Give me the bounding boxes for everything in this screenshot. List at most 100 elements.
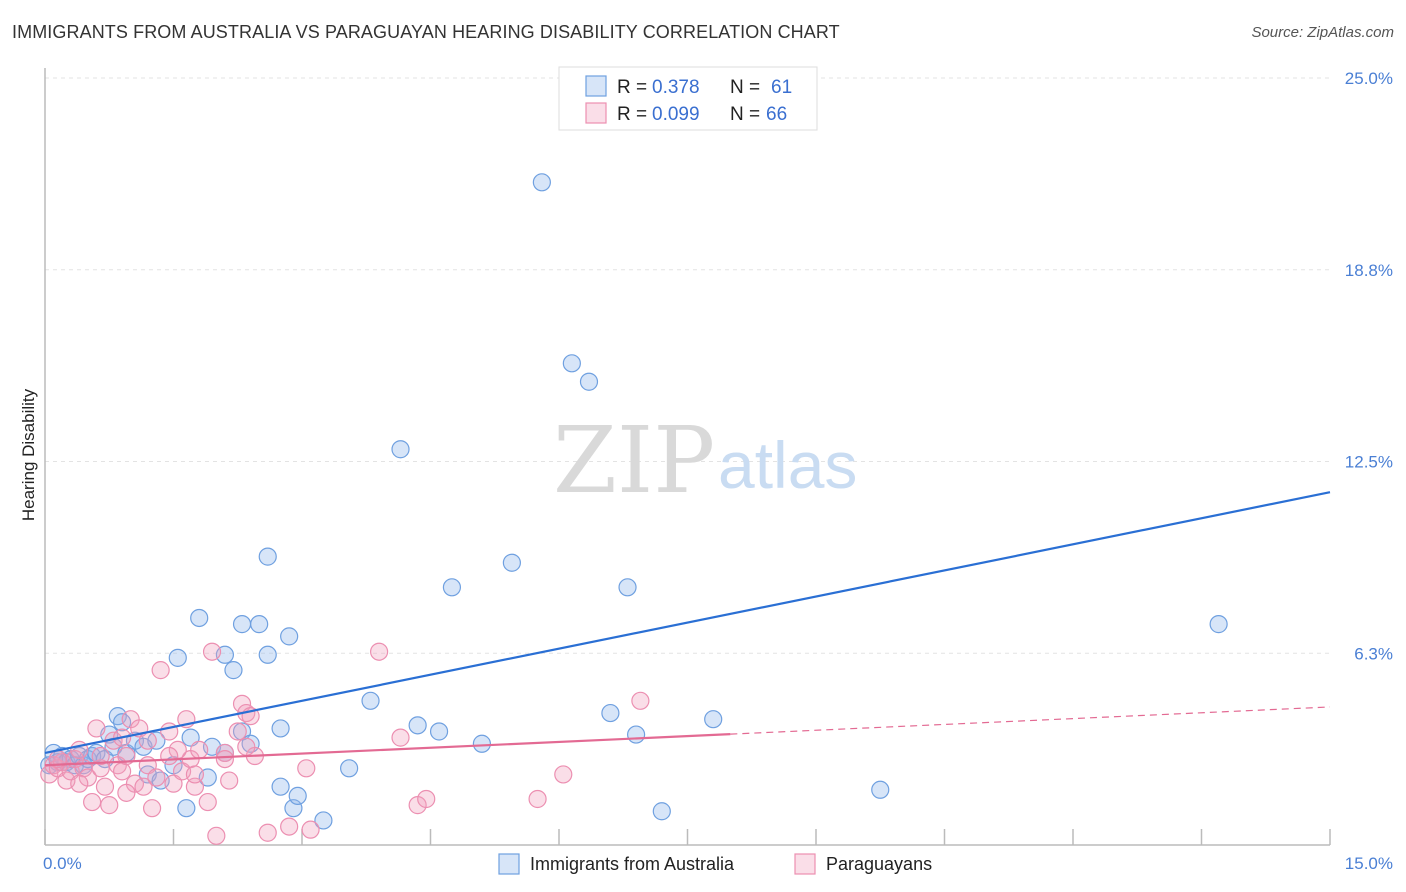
point-paraguayans [528,789,547,809]
point-paraguayans [112,762,132,781]
tick-labels: 6.3% 12.5% 18.8% 25.0% 0.0% 15.0% [43,69,1393,873]
point-paraguayans [391,728,410,747]
point-australia [288,786,307,806]
point-paraguayans [138,731,157,750]
legend-n-value-pink: 66 [766,104,787,125]
point-australia [601,703,620,723]
point-australia [1209,615,1228,634]
point-paraguayans [258,823,277,842]
watermark: ZIP atlas [553,407,857,514]
point-paraguayans [215,749,234,769]
legend-r-label: R = [617,77,647,98]
point-australia [224,661,243,680]
bottom-legend-swatch-pink [794,853,816,875]
trend-line-australia [44,491,1331,755]
legend-n-value-blue: 61 [771,77,792,98]
legend-r-label: R = [617,104,647,125]
legend-n-label: N = [730,104,760,125]
point-paraguayans [160,746,179,766]
bottom-legend-label-blue: Immigrants from Australia [530,854,735,874]
point-paraguayans [198,792,217,812]
point-australia [562,354,581,373]
point-paraguayans [151,661,170,680]
chart-title: IMMIGRANTS FROM AUSTRALIA VS PARAGUAYAN … [12,22,840,42]
point-australia [314,811,333,830]
point-australia [442,578,462,597]
point-paraguayans [87,719,106,738]
point-paraguayans [370,642,389,661]
bottom-legend: Immigrants from Australia Paraguayans [498,853,932,875]
point-australia [652,802,671,821]
x-tick-label-min: 0.0% [43,854,82,873]
point-paraguayans [280,817,299,836]
legend-r-value-pink: 0.099 [652,104,700,125]
point-paraguayans [220,771,239,790]
point-australia [502,553,521,572]
point-australia [472,734,491,753]
point-paraguayans [207,826,226,845]
point-australia [579,372,599,391]
point-paraguayans [185,765,205,784]
point-australia [361,691,380,710]
point-paraguayans [147,768,166,787]
y-axis-title: Hearing Disability [19,388,38,521]
bottom-legend-label-pink: Paraguayans [826,854,932,874]
watermark-zip: ZIP [553,407,715,514]
trend-lines [44,491,1331,767]
point-australia [232,615,252,634]
point-australia [168,648,187,667]
point-paraguayans [190,740,209,759]
legend-swatch-pink [585,102,607,124]
point-australia [618,578,637,597]
legend-r-value-blue: 0.378 [652,77,700,98]
y-tick-label: 25.0% [1345,69,1393,88]
x-tick-label-max: 15.0% [1345,854,1393,873]
point-paraguayans [202,642,222,661]
point-australia [181,728,200,747]
point-paraguayans [91,746,110,766]
source-label: Source: ZipAtlas.com [1251,24,1394,41]
y-tick-label: 12.5% [1345,453,1393,472]
point-paraguayans [95,777,115,796]
point-australia [177,799,196,818]
point-paraguayans [631,691,650,710]
watermark-atlas: atlas [718,428,857,502]
y-tick-label: 18.8% [1345,261,1393,280]
point-paraguayans [83,792,102,812]
point-paraguayans [417,789,436,809]
point-australia [626,725,646,744]
legend-swatch-blue [585,75,607,97]
y-tick-label: 6.3% [1354,644,1393,663]
point-paraguayans [237,737,256,756]
point-australia [258,547,277,566]
point-paraguayans [297,759,316,778]
point-paraguayans [228,722,247,741]
top-legend-box [558,66,818,131]
point-paraguayans [142,799,162,818]
point-australia [271,777,290,796]
point-paraguayans [554,765,573,784]
point-australia [391,440,410,459]
point-australia [704,710,723,729]
gridlines [45,77,1330,654]
point-paraguayans [164,774,183,793]
point-australia [340,759,359,778]
point-australia [408,716,427,735]
point-australia [429,722,449,741]
point-australia [280,627,299,646]
point-paraguayans [70,774,89,793]
point-australia [250,615,269,634]
point-australia [271,719,290,738]
trend-line-paraguayans-extrapolated [730,706,1331,735]
point-australia [532,173,551,192]
point-paraguayans [301,820,320,839]
top-legend: R = 0.378 N = 61 R = 0.099 N = 66 [558,66,818,131]
point-australia [258,645,277,664]
point-australia [190,608,209,628]
bottom-legend-swatch-blue [498,853,520,875]
point-paraguayans [117,783,136,802]
point-australia [871,780,890,799]
point-paraguayans [100,796,119,815]
trend-line-paraguayans [44,733,731,767]
